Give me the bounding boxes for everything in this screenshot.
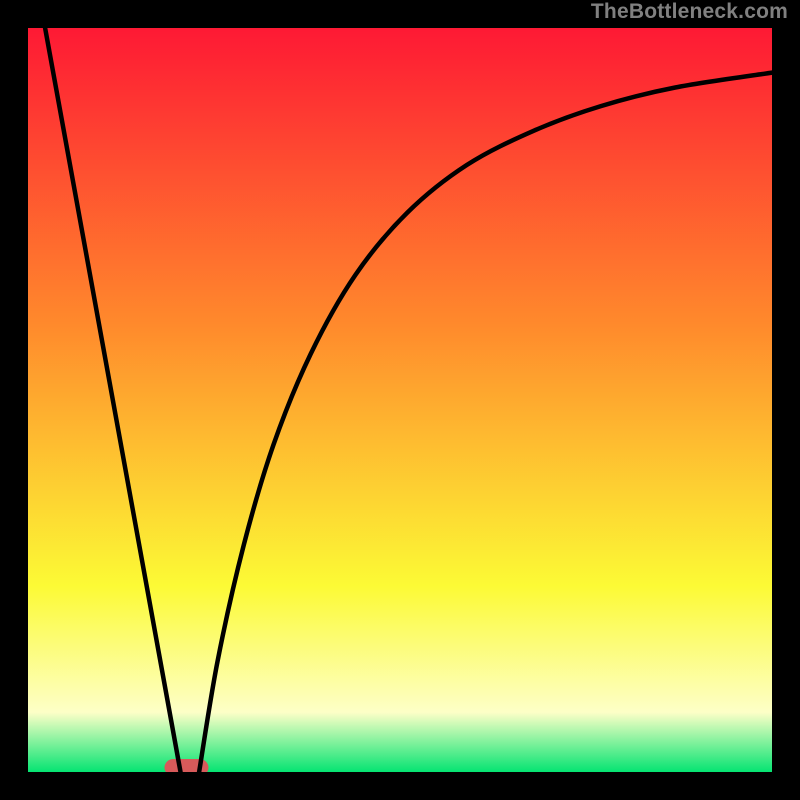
plot-background [28, 28, 772, 772]
chart-svg [0, 0, 800, 800]
bottleneck-chart: TheBottleneck.com [0, 0, 800, 800]
watermark-text: TheBottleneck.com [591, 0, 788, 24]
